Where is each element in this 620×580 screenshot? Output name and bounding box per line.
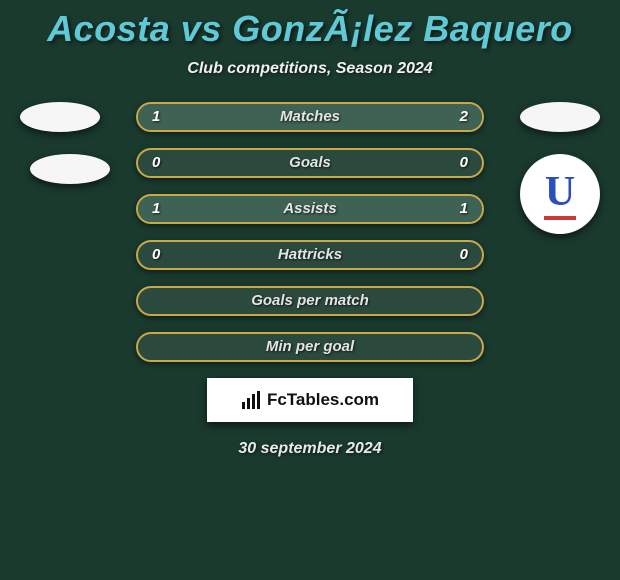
attribution-box: FcTables.com xyxy=(207,378,413,422)
stat-row: Goals per match xyxy=(136,286,484,316)
stat-value-left: 1 xyxy=(152,196,160,222)
stat-row: Matches1 2 xyxy=(136,102,484,132)
page-title: Acosta vs GonzÃ¡lez Baquero xyxy=(0,0,620,50)
stat-row: Assists1 1 xyxy=(136,194,484,224)
stat-row: Min per goal xyxy=(136,332,484,362)
stat-value-left: 1 xyxy=(152,104,160,130)
club-badge-letter: U xyxy=(545,168,575,216)
date-text: 30 september 2024 xyxy=(0,440,620,458)
club-badge-underline xyxy=(544,216,576,220)
stat-value-right: 0 xyxy=(460,150,468,176)
page-subtitle: Club competitions, Season 2024 xyxy=(0,60,620,78)
stat-value-right: 1 xyxy=(460,196,468,222)
stat-value-right: 0 xyxy=(460,242,468,268)
stat-label: Matches xyxy=(138,104,482,130)
stat-value-left: 0 xyxy=(152,150,160,176)
stat-label: Hattricks xyxy=(138,242,482,268)
attribution-text: FcTables.com xyxy=(267,390,379,410)
stat-row: Hattricks0 0 xyxy=(136,240,484,270)
stat-label: Goals per match xyxy=(138,288,482,314)
stats-area: U Matches12Goals00Assists11Hattricks00Go… xyxy=(0,102,620,362)
stat-row: Goals0 0 xyxy=(136,148,484,178)
chart-icon xyxy=(241,390,261,410)
player-right-avatar xyxy=(520,102,600,132)
stat-label: Assists xyxy=(138,196,482,222)
stat-value-left: 0 xyxy=(152,242,160,268)
club-badge: U xyxy=(520,154,600,234)
stat-label: Min per goal xyxy=(138,334,482,360)
stat-value-right: 2 xyxy=(460,104,468,130)
stat-label: Goals xyxy=(138,150,482,176)
player-left-avatar-2 xyxy=(30,154,110,184)
stat-bars: Matches12Goals00Assists11Hattricks00Goal… xyxy=(136,102,484,362)
player-left-avatar xyxy=(20,102,100,132)
